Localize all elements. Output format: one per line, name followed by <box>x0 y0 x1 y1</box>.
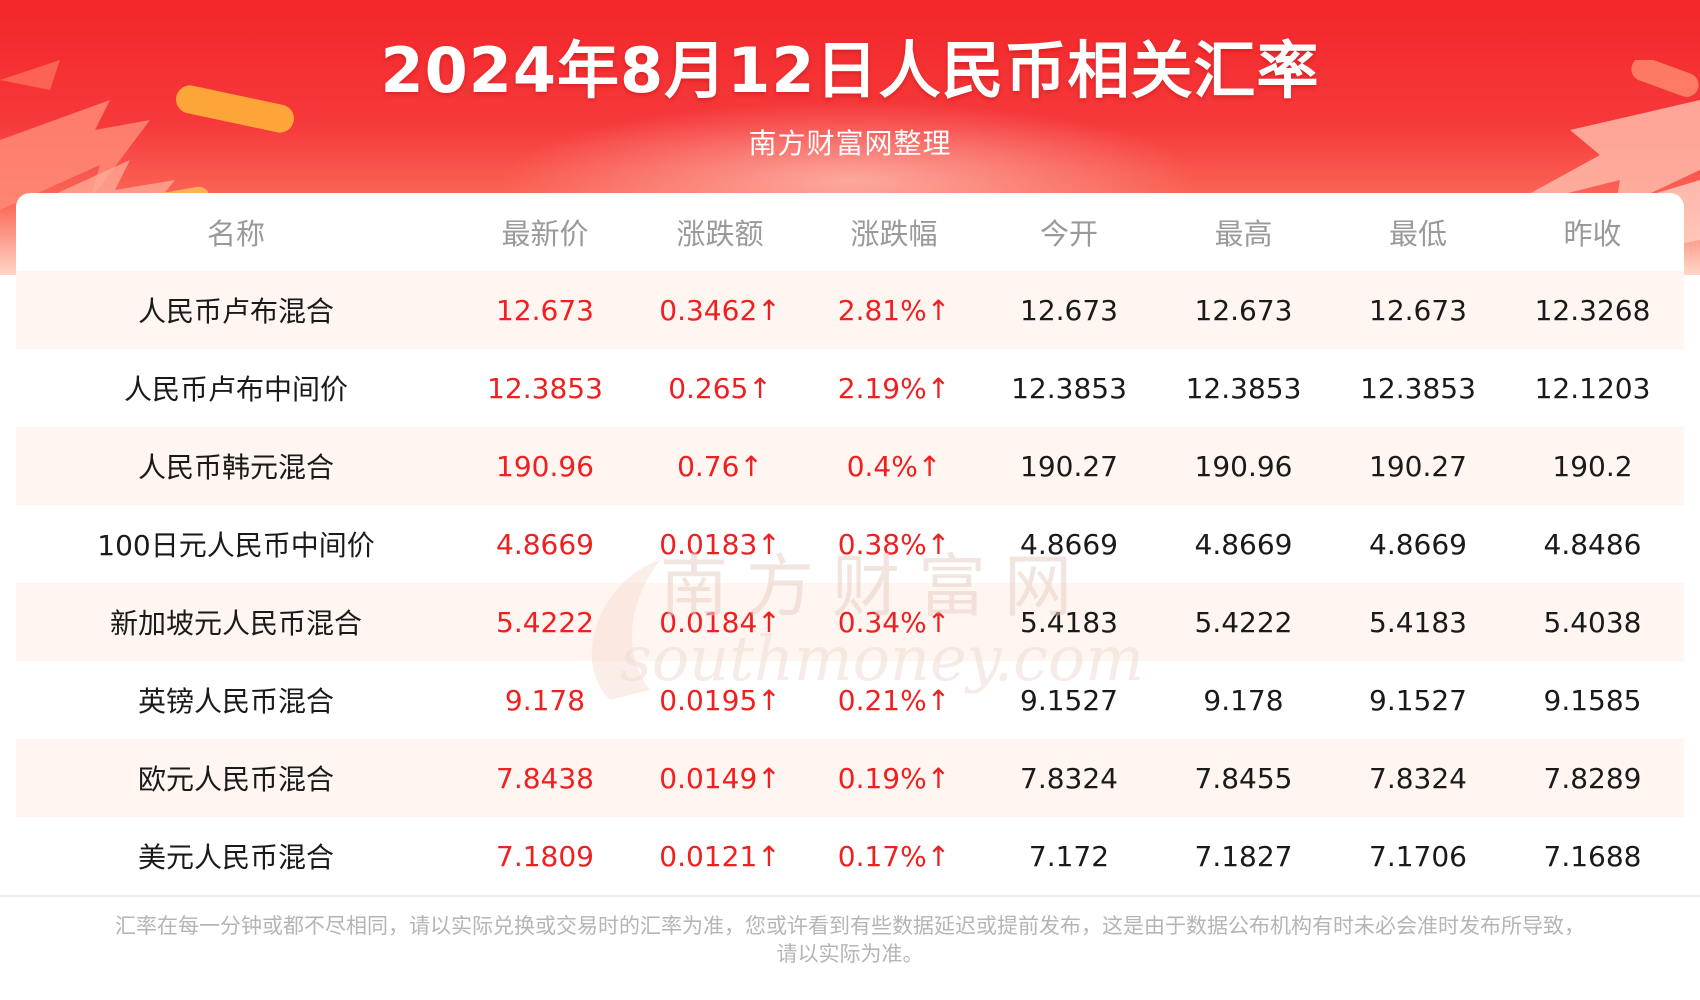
cell-change: 0.0184↑ <box>659 605 781 639</box>
cell-low: 4.8669 <box>1369 527 1467 561</box>
cell-prev-close: 12.3268 <box>1534 293 1651 327</box>
cell-high: 5.4222 <box>1194 605 1293 639</box>
cell-change-pct: 0.19%↑ <box>837 761 951 795</box>
cell-change: 0.3462↑ <box>659 293 781 327</box>
disclaimer-line-2: 请以实际为准。 <box>776 942 924 966</box>
cell-prev-close: 190.2 <box>1552 449 1633 483</box>
cell-latest: 7.1809 <box>496 839 594 873</box>
table-row: 100日元人民币中间价 4.8669 0.0183↑ 0.38%↑ 4.8669… <box>16 505 1684 583</box>
cell-open: 7.8324 <box>1020 761 1118 795</box>
footer-divider <box>0 895 1700 897</box>
column-header-name: 名称 <box>206 217 265 251</box>
table-row: 人民币卢布混合 12.673 0.3462↑ 2.81%↑ 12.673 12.… <box>16 271 1684 349</box>
cell-open: 12.3853 <box>1011 371 1127 405</box>
cell-open: 12.673 <box>1020 293 1118 327</box>
cell-name: 欧元人民币混合 <box>137 763 334 796</box>
cell-low: 190.27 <box>1369 449 1467 483</box>
cell-low: 12.673 <box>1369 293 1467 327</box>
cell-change-pct: 0.4%↑ <box>846 449 942 483</box>
cell-high: 190.96 <box>1194 449 1293 483</box>
cell-change: 0.0149↑ <box>659 761 781 795</box>
cell-change-pct: 0.21%↑ <box>837 683 951 717</box>
table-row: 新加坡元人民币混合 5.4222 0.0184↑ 0.34%↑ 5.4183 5… <box>16 583 1684 661</box>
cell-low: 9.1527 <box>1369 683 1467 717</box>
cell-latest: 4.8669 <box>496 527 594 561</box>
cell-low: 7.8324 <box>1369 761 1467 795</box>
cell-change: 0.0121↑ <box>659 839 781 873</box>
cell-low: 7.1706 <box>1369 839 1467 873</box>
cell-name: 美元人民币混合 <box>137 841 334 874</box>
column-header-change: 涨跌额 <box>676 217 764 251</box>
table-row: 英镑人民币混合 9.178 0.0195↑ 0.21%↑ 9.1527 9.17… <box>16 661 1684 739</box>
cell-prev-close: 5.4038 <box>1543 605 1642 639</box>
cell-name: 英镑人民币混合 <box>137 685 334 718</box>
column-header-low: 最低 <box>1388 217 1447 251</box>
cell-prev-close: 9.1585 <box>1543 683 1642 717</box>
cell-latest: 5.4222 <box>496 605 594 639</box>
cell-change-pct: 2.81%↑ <box>837 293 951 327</box>
column-header-change-pct: 涨跌幅 <box>850 217 938 251</box>
cell-name: 人民币卢布中间价 <box>123 373 348 406</box>
cell-high: 9.178 <box>1203 683 1284 717</box>
cell-prev-close: 12.1203 <box>1534 371 1651 405</box>
cell-high: 7.8455 <box>1194 761 1293 795</box>
cell-high: 12.673 <box>1194 293 1293 327</box>
cell-change: 0.0183↑ <box>659 527 781 561</box>
footer-disclaimer: 汇率在每一分钟或都不尽相同，请以实际兑换或交易时的汇率为准，您或许看到有些数据延… <box>60 912 1640 968</box>
cell-high: 7.1827 <box>1194 839 1293 873</box>
column-header-latest: 最新价 <box>501 217 589 251</box>
table-row: 欧元人民币混合 7.8438 0.0149↑ 0.19%↑ 7.8324 7.8… <box>16 739 1684 817</box>
column-header-prev-close: 昨收 <box>1563 217 1622 251</box>
cell-prev-close: 7.1688 <box>1543 839 1642 873</box>
cell-high: 12.3853 <box>1185 371 1302 405</box>
cell-prev-close: 4.8486 <box>1543 527 1642 561</box>
cell-open: 7.172 <box>1028 839 1110 873</box>
cell-change: 0.265↑ <box>668 371 772 405</box>
table-header-row: 名称 最新价 涨跌额 涨跌幅 今开 最高 最低 昨收 <box>16 193 1684 271</box>
cell-change-pct: 2.19%↑ <box>837 371 951 405</box>
cell-latest: 190.96 <box>496 449 594 483</box>
cell-change: 0.76↑ <box>677 449 763 483</box>
cell-open: 4.8669 <box>1020 527 1118 561</box>
cell-open: 5.4183 <box>1020 605 1118 639</box>
table-row: 人民币卢布中间价 12.3853 0.265↑ 2.19%↑ 12.3853 1… <box>16 349 1684 427</box>
cell-change-pct: 0.34%↑ <box>837 605 951 639</box>
cell-latest: 12.3853 <box>487 371 603 405</box>
table-row: 人民币韩元混合 190.96 0.76↑ 0.4%↑ 190.27 190.96… <box>16 427 1684 505</box>
column-header-open: 今开 <box>1039 217 1098 251</box>
cell-prev-close: 7.8289 <box>1543 761 1642 795</box>
cell-low: 12.3853 <box>1360 371 1476 405</box>
page-title: 2024年8月12日人民币相关汇率 <box>380 34 1320 107</box>
cell-name: 100日元人民币中间价 <box>97 529 375 562</box>
cell-high: 4.8669 <box>1194 527 1293 561</box>
disclaimer-line-1: 汇率在每一分钟或都不尽相同，请以实际兑换或交易时的汇率为准，您或许看到有些数据延… <box>115 914 1585 938</box>
cell-name: 新加坡元人民币混合 <box>109 607 362 640</box>
cell-latest: 9.178 <box>504 683 586 717</box>
cell-low: 5.4183 <box>1369 605 1467 639</box>
page-subtitle: 南方财富网整理 <box>748 127 952 160</box>
cell-change-pct: 0.38%↑ <box>837 527 951 561</box>
cell-name: 人民币韩元混合 <box>137 451 334 484</box>
rates-table: 名称 最新价 涨跌额 涨跌幅 今开 最高 最低 昨收 人民币卢布混合 12.67… <box>16 193 1684 895</box>
column-header-high: 最高 <box>1214 217 1273 251</box>
cell-change-pct: 0.17%↑ <box>837 839 951 873</box>
cell-open: 9.1527 <box>1020 683 1118 717</box>
cell-latest: 7.8438 <box>496 761 594 795</box>
cell-latest: 12.673 <box>496 293 594 327</box>
cell-name: 人民币卢布混合 <box>137 295 334 328</box>
cell-change: 0.0195↑ <box>659 683 781 717</box>
cell-open: 190.27 <box>1020 449 1118 483</box>
table-row: 美元人民币混合 7.1809 0.0121↑ 0.17%↑ 7.172 7.18… <box>16 817 1684 895</box>
